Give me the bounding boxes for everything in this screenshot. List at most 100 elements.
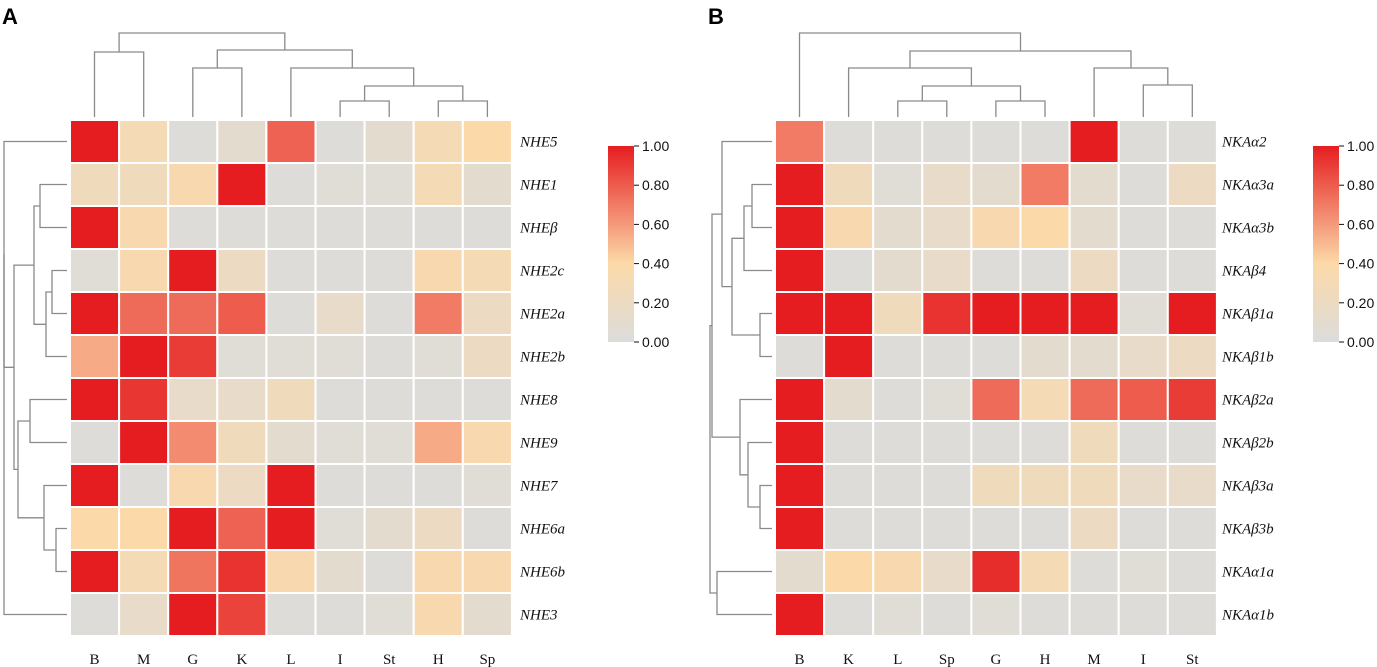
heatmap-cell: [1019, 162, 1071, 207]
heatmap-cell: [461, 119, 513, 164]
heatmap-cell: [216, 463, 268, 508]
heatmap-cell: [363, 162, 415, 207]
row-label: NHE7: [519, 479, 559, 495]
heatmap-cell: [921, 420, 973, 465]
heatmap-cell: [314, 291, 366, 336]
colorbar: [1313, 146, 1339, 342]
heatmap-cell: [118, 119, 170, 164]
heatmap-cell: [216, 506, 268, 551]
heatmap-cell: [314, 463, 366, 508]
heatmap-cell: [265, 291, 317, 336]
column-label: B: [89, 652, 99, 667]
heatmap-cell: [872, 463, 924, 508]
heatmap-cell: [412, 248, 464, 293]
heatmap-cell: [1019, 506, 1071, 551]
colorbar-tick-label: 0.20: [642, 295, 669, 311]
row-dendrogram-branch: [45, 291, 67, 358]
column-dendrogram-branch: [1142, 84, 1193, 117]
column-label: L: [893, 652, 902, 667]
heatmap-cell: [921, 119, 973, 164]
heatmap-cell: [412, 291, 464, 336]
row-label: NKAα2: [1221, 135, 1267, 151]
heatmap-cell: [118, 248, 170, 293]
heatmap-cell: [1068, 549, 1120, 594]
heatmap-cell: [461, 162, 513, 207]
heatmap-cell: [412, 592, 464, 637]
heatmap-cell: [823, 162, 875, 207]
heatmap-cell: [363, 549, 415, 594]
heatmap-cell: [265, 592, 317, 637]
heatmap-cell: [970, 291, 1022, 336]
row-label: NKAβ4: [1221, 264, 1267, 280]
heatmap-cell: [1019, 248, 1071, 293]
heatmap-cell: [921, 205, 973, 250]
heatmap-cell: [774, 119, 826, 164]
heatmap-cell: [461, 248, 513, 293]
heatmap-panel-a: A NHE5 NHE1 NHEβ NHE2c NHE2a NHE2b NHE8 NHE9 NHE7…: [2, 4, 669, 667]
heatmap-cell: [921, 549, 973, 594]
heatmap-cell: [167, 420, 219, 465]
colorbar-tick-label: 0.00: [642, 334, 669, 350]
heatmap-cell: [118, 506, 170, 551]
heatmap-cell: [265, 248, 317, 293]
heatmap-cell: [461, 334, 513, 379]
heatmap-cell: [970, 119, 1022, 164]
heatmap-cell: [872, 291, 924, 336]
heatmap-cell: [118, 549, 170, 594]
heatmap-cell: [823, 506, 875, 551]
row-dendrogram-branch: [739, 398, 772, 476]
heatmap-cell: [823, 549, 875, 594]
row-label: NKAβ2b: [1221, 436, 1274, 452]
row-label: NHE6a: [519, 522, 565, 538]
heatmap-cell: [69, 119, 121, 164]
heatmap-cell: [412, 506, 464, 551]
heatmap-cell: [1068, 506, 1120, 551]
heatmap-cell: [412, 463, 464, 508]
heatmap-cell: [265, 463, 317, 508]
heatmap-cell: [69, 205, 121, 250]
row-dendrogram-branch: [55, 527, 67, 573]
column-label: L: [286, 652, 295, 667]
heatmap-cell: [1117, 592, 1169, 637]
heatmap-cell: [921, 592, 973, 637]
column-label: K: [236, 652, 247, 667]
heatmap-cell: [1166, 506, 1218, 551]
heatmap-cell: [1117, 420, 1169, 465]
heatmap-cell: [461, 377, 513, 422]
row-dendrogram-branch: [17, 420, 44, 519]
heatmap-cell: [872, 592, 924, 637]
row-label: NKAβ3b: [1221, 522, 1274, 538]
heatmap-cell: [1068, 248, 1120, 293]
heatmap-cell: [1019, 549, 1071, 594]
row-label: NKAα3b: [1221, 221, 1275, 237]
heatmap-cell: [216, 205, 268, 250]
heatmap-cell: [118, 377, 170, 422]
heatmap-cell: [314, 592, 366, 637]
heatmap-cell: [921, 377, 973, 422]
heatmap-cell: [314, 377, 366, 422]
column-label: St: [383, 652, 396, 667]
heatmap-cell: [1117, 377, 1169, 422]
heatmap-cell: [363, 205, 415, 250]
heatmap-cell: [314, 205, 366, 250]
heatmap-cell: [1068, 334, 1120, 379]
heatmap-cell: [118, 291, 170, 336]
heatmap-cell: [1019, 377, 1071, 422]
column-dendrogram-branch: [995, 100, 1046, 117]
row-label: NHE2b: [519, 350, 566, 366]
heatmap-cell: [970, 162, 1022, 207]
column-label: G: [187, 652, 198, 667]
heatmap-cell: [69, 248, 121, 293]
heatmap-cell: [314, 334, 366, 379]
heatmap-cell: [1166, 420, 1218, 465]
column-label: M: [1087, 652, 1100, 667]
heatmap-cell: [265, 506, 317, 551]
heatmap-cell: [265, 205, 317, 250]
heatmap-cell: [872, 506, 924, 551]
row-dendrogram-branch: [709, 324, 717, 594]
heatmap-cell: [69, 420, 121, 465]
heatmap-cell: [118, 592, 170, 637]
heatmap-cell: [970, 506, 1022, 551]
heatmap-panel-b: B NKAα2 NKAα3a NKAα3b NKAβ4 NKAβ1a NKAβ1b NKAβ2…: [708, 4, 1374, 667]
column-dendrogram-branch: [437, 100, 489, 117]
